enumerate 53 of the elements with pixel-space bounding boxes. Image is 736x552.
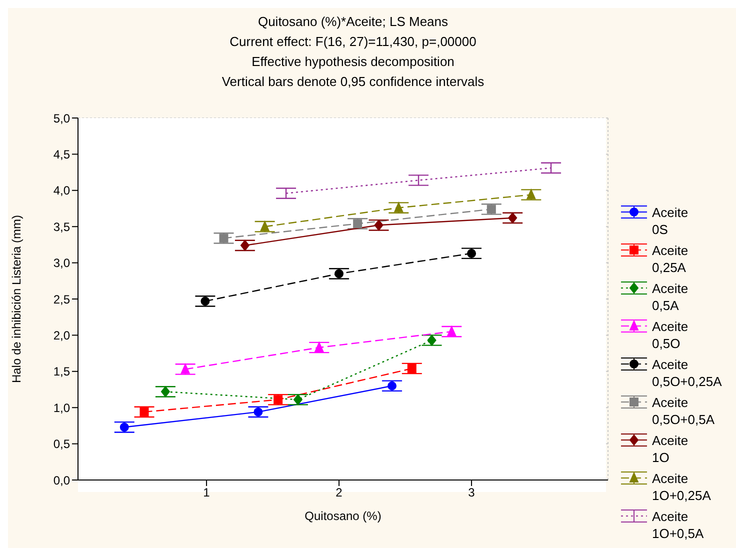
chart-subtitle: Current effect: F(16, 27)=11,430, p=,00000: [228, 33, 478, 51]
legend-label: Aceite 1O+0,25A: [652, 470, 712, 504]
point: [388, 381, 397, 390]
text: Vertical bars denote 0,95 confidence intervals: [220, 73, 486, 91]
point: [314, 342, 324, 352]
legend-label: Aceite 0,5A: [652, 280, 690, 314]
legend-label: Aceite 0,25A: [652, 242, 690, 276]
y-axis-title: Halo de inhibición Listeria (mm): [9, 214, 24, 384]
y-tick-label: 5,0: [53, 111, 70, 126]
legend-label: Aceite 0,5O: [652, 318, 690, 352]
y-tick-label: 0,5: [53, 437, 70, 452]
point: [219, 234, 228, 243]
legend-label: Aceite 0S: [652, 204, 690, 238]
point: [447, 326, 456, 336]
x-tick-label: 3: [468, 486, 476, 500]
y-tick-label: 2,5: [53, 292, 70, 306]
point: [200, 296, 210, 306]
y-tick-label: 1,5: [53, 364, 70, 379]
x-axis-title: Quitosano (%): [304, 509, 382, 523]
chart-title: Quitosano (%)*Aceite; LS Means: [256, 13, 450, 31]
point: [120, 422, 129, 432]
point: [180, 364, 190, 374]
y-tick-label: 3,5: [53, 220, 70, 234]
legend-label: Aceite 1O: [652, 432, 690, 466]
y-tick-label: 4,0: [53, 184, 70, 198]
point: [260, 221, 270, 232]
legend-label: Aceite 0,5O+0,5A: [652, 394, 716, 428]
x-tick-label: 1: [203, 486, 210, 500]
point: [160, 386, 170, 398]
point: [334, 269, 344, 278]
point: [486, 204, 496, 214]
y-tick-label: 1,0: [53, 400, 70, 415]
point: [526, 189, 536, 200]
x-tick-label: 2: [336, 486, 343, 500]
y-tick-label: 4,5: [53, 147, 70, 162]
y-tick-label: 2,0: [53, 328, 70, 342]
point: [467, 248, 476, 258]
y-tick-label: 0,0: [53, 473, 70, 488]
legend-label: Aceite 0,5O+0,25A: [652, 356, 723, 390]
point: [140, 407, 149, 416]
point: [374, 220, 384, 231]
text: Effective hypothesis decomposition: [250, 53, 456, 71]
point: [394, 202, 404, 212]
y-tick-label: 3,0: [53, 256, 70, 270]
point: [353, 219, 362, 228]
point: [240, 240, 250, 251]
point: [508, 212, 518, 224]
point: [407, 364, 416, 374]
point: [254, 407, 263, 416]
point: [293, 394, 302, 406]
legend-label: Aceite 1O+0,5A: [652, 508, 705, 542]
point: [274, 395, 283, 404]
point: [427, 334, 436, 346]
